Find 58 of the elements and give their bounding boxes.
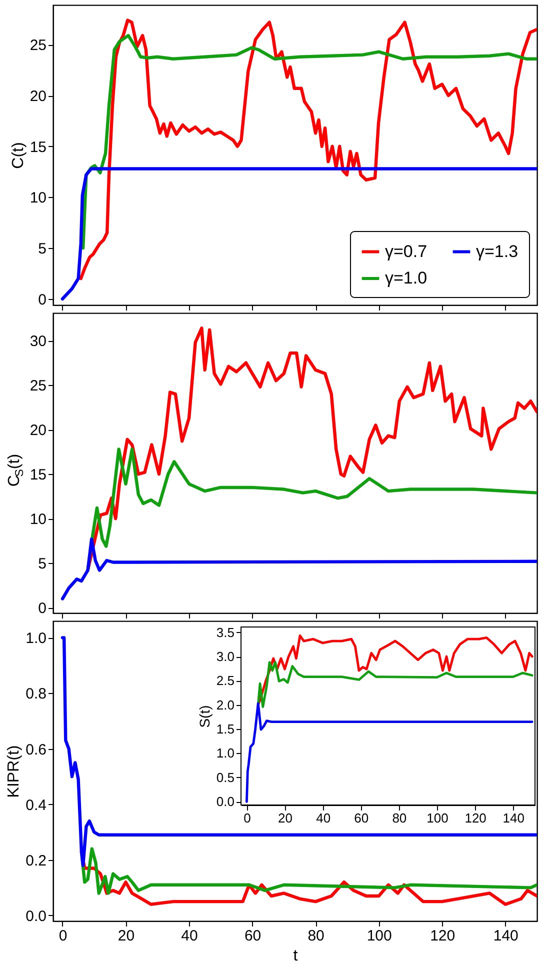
line-series — [246, 702, 534, 803]
y-tick-label: 1.5 — [216, 722, 234, 737]
y-tick-label: 10 — [30, 190, 46, 207]
y-axis-title: C(t) — [10, 142, 27, 169]
x-tick-label: 120 — [430, 928, 456, 944]
y-tick-label: 1.0 — [216, 746, 234, 761]
y-tick-label: 5 — [38, 556, 46, 573]
y-tick-label: 0.6 — [26, 741, 46, 758]
y-tick-label: 0 — [38, 291, 46, 308]
x-tick-label: 80 — [308, 928, 324, 944]
y-tick-label: 0.0 — [26, 908, 46, 925]
x-tick-label: 20 — [118, 928, 135, 944]
x-tick-label: 100 — [366, 928, 392, 944]
y-tick-label: 0.2 — [26, 852, 46, 870]
y-tick-label: 0.0 — [216, 794, 234, 810]
x-tick-label: 120 — [464, 810, 486, 826]
x-tick-label: 0 — [58, 928, 68, 944]
y-axis-title: CS(t) — [6, 454, 26, 487]
line-series — [80, 847, 537, 895]
x-tick-label: 20 — [278, 810, 292, 826]
y-tick-label: 15 — [30, 466, 46, 484]
line-series — [256, 634, 534, 706]
y-tick-label: 0.8 — [26, 686, 46, 703]
y-tick-label: 25 — [30, 378, 46, 395]
y-tick-label: 3.5 — [216, 624, 234, 640]
y-tick-label: 2.0 — [216, 697, 234, 712]
line-series — [256, 661, 534, 708]
y-tick-label: 1.0 — [26, 630, 46, 648]
y-tick-label: 15 — [30, 138, 46, 156]
y-tick-label: 10 — [30, 511, 46, 528]
x-axis-title: t — [293, 948, 298, 964]
legend-label: γ=0.7 — [385, 242, 428, 261]
y-tick-label: 0.4 — [26, 796, 46, 814]
y-tick-label: 5 — [38, 240, 46, 258]
line-series — [60, 167, 537, 300]
y-tick-label: 30 — [30, 333, 46, 350]
x-tick-label: 100 — [426, 810, 448, 826]
x-tick-label: 40 — [181, 928, 198, 944]
x-tick-label: 40 — [316, 810, 331, 826]
line-series — [60, 538, 537, 600]
y-tick-label: 25 — [30, 37, 46, 54]
y-tick-label: 0 — [38, 600, 46, 618]
x-tick-label: 140 — [502, 810, 524, 826]
y-tick-label: 2.5 — [216, 673, 234, 688]
y-tick-label: 20 — [30, 422, 46, 440]
line-series — [60, 636, 537, 868]
x-tick-label: 140 — [493, 928, 518, 944]
y-tick-label: 20 — [30, 88, 46, 106]
legend-label: γ=1.0 — [385, 268, 428, 288]
x-tick-label: 60 — [244, 928, 262, 944]
y-tick-label: 0.5 — [216, 770, 234, 785]
x-tick-label: 60 — [354, 810, 369, 826]
y-axis-title: S(t) — [196, 705, 212, 728]
y-axis-title: KIPR(t) — [6, 745, 23, 798]
y-tick-label: 3.0 — [216, 649, 234, 664]
x-tick-label: 0 — [244, 810, 251, 826]
x-tick-label: 80 — [392, 810, 407, 826]
legend-label: γ=1.3 — [476, 242, 518, 261]
